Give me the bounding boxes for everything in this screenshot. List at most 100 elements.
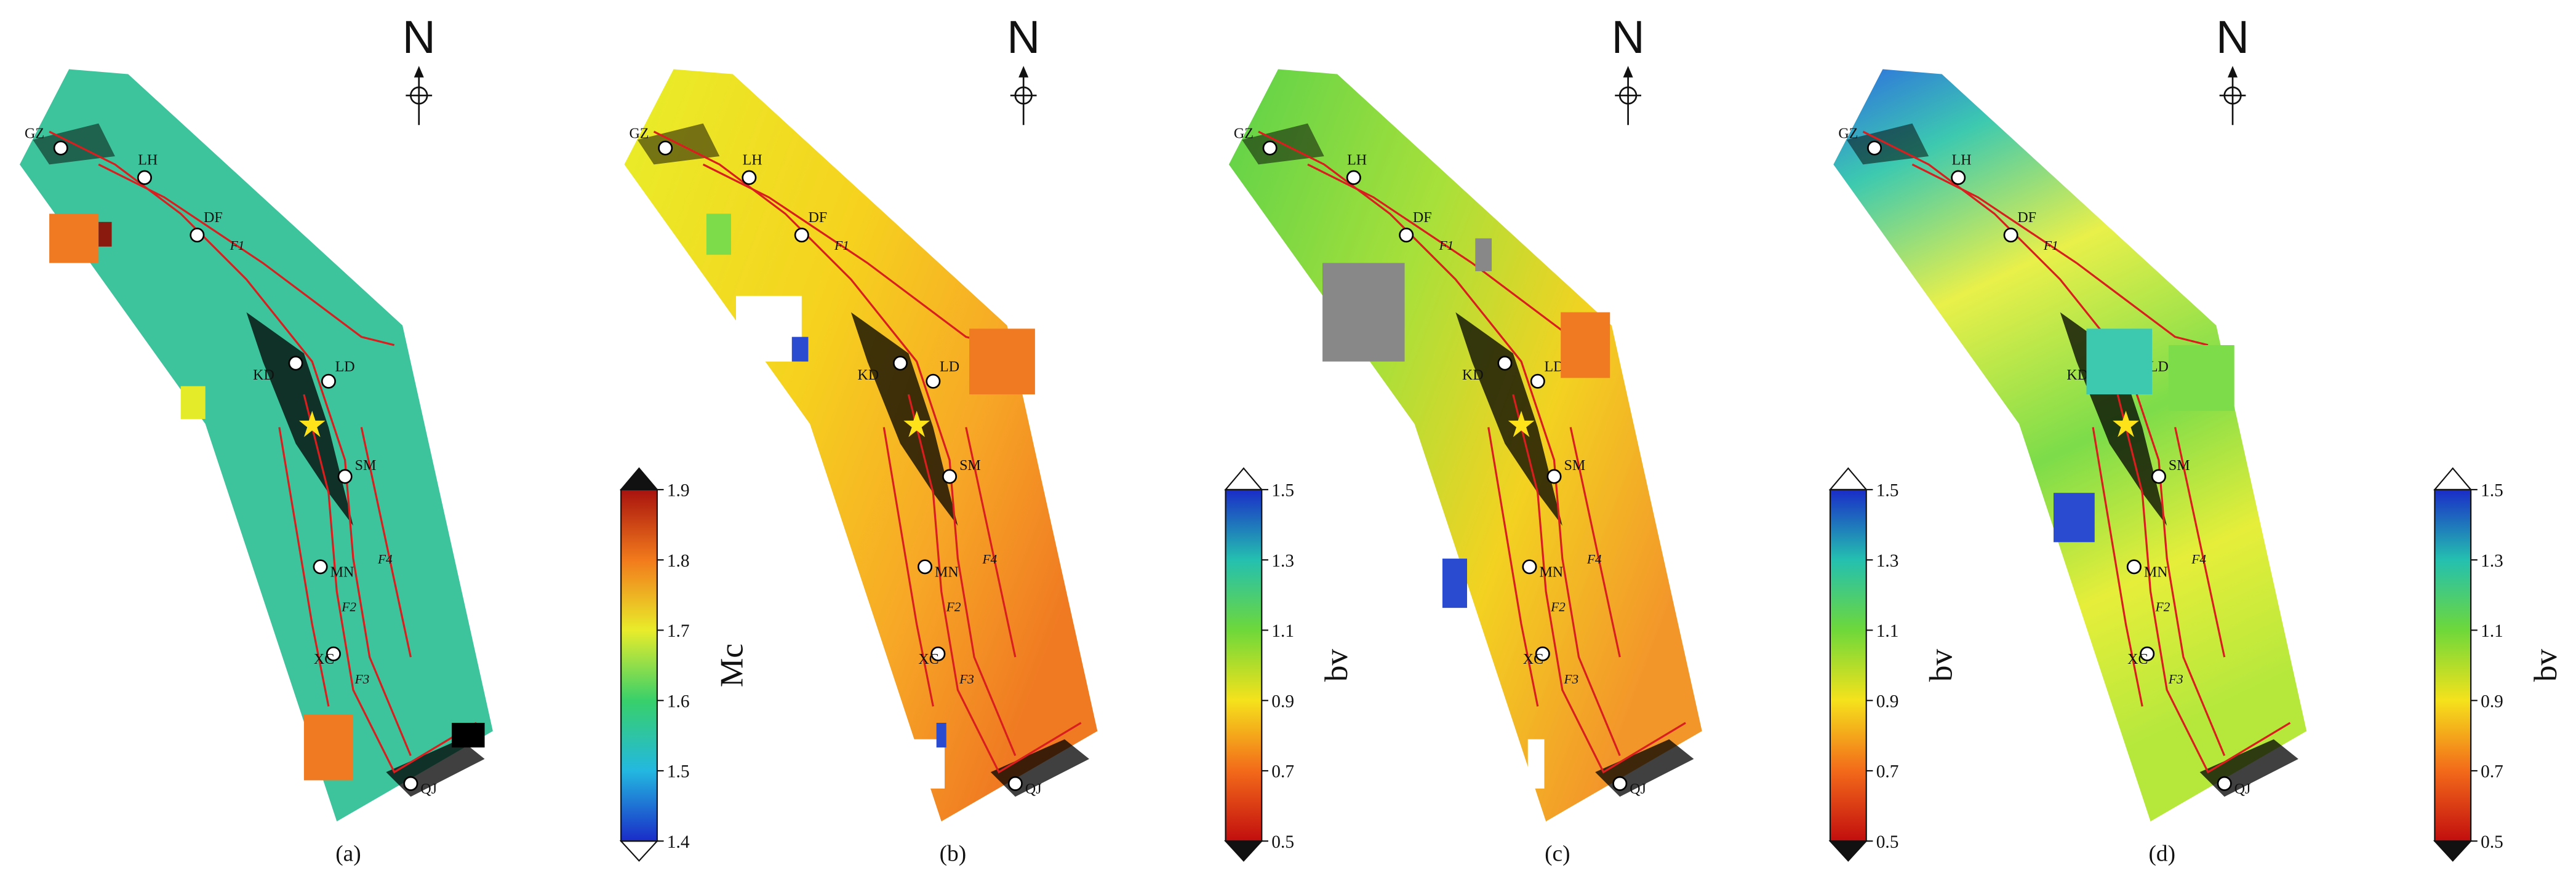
north-label: N <box>2216 11 2249 63</box>
station-label: GZ <box>25 126 44 142</box>
station-label: XC <box>1523 651 1543 667</box>
colorbar-tick-label: 0.9 <box>2481 691 2503 711</box>
colorbar-end <box>1224 840 1263 862</box>
colorbar <box>2434 488 2472 842</box>
station-label: SM <box>1564 458 1586 474</box>
grid-cell <box>2168 344 2234 411</box>
colorbar-end <box>1828 840 1868 862</box>
map-area <box>1228 69 1702 822</box>
fault-label: F2 <box>1550 599 1566 614</box>
epicenter-star <box>1508 410 1535 437</box>
colorbar-end <box>2433 467 2473 490</box>
epicenter-star <box>903 410 930 437</box>
colorbar-end <box>619 467 659 490</box>
map-panel: GZ LH DF KD LD SM MN XC QJ F1 F2 F3 F4 N (c) 1.5 1.3 1.1 0… <box>1228 11 1959 866</box>
grid-cell <box>1527 739 1545 789</box>
fault-label: F3 <box>959 672 974 687</box>
station-label: DF <box>2017 210 2036 226</box>
colorbar-tick-label: 0.5 <box>1271 832 1294 852</box>
station-label: XC <box>918 651 938 667</box>
station-marker <box>2126 559 2142 575</box>
colorbar-tick-label: 1.4 <box>667 832 690 852</box>
station-label: XC <box>2127 651 2148 667</box>
colorbar-tick-label: 0.5 <box>1876 832 1899 852</box>
grid-cell <box>49 213 99 263</box>
colorbar-tick-label: 0.9 <box>1271 691 1294 711</box>
colorbar-title: bv <box>2527 649 2564 682</box>
grid-cell <box>791 336 809 362</box>
colorbar-tick-label: 1.7 <box>667 621 690 641</box>
colorbar-title: Mc <box>713 643 750 687</box>
colorbar-end <box>1224 467 1263 490</box>
fault-label: F3 <box>2168 672 2183 687</box>
station-marker <box>794 228 809 243</box>
station-marker <box>326 646 341 661</box>
map-panel: GZ LH DF KD LD SM MN XC QJ F1 F2 F3 F4 N (b) 1.5 1.3 1.1 0… <box>624 11 1354 866</box>
station-marker <box>1546 469 1562 484</box>
fault-line <box>49 130 412 757</box>
station-label: DF <box>204 210 223 226</box>
map-patches <box>2054 329 2234 543</box>
seismic-cluster <box>246 312 353 526</box>
map-area <box>1833 69 2307 822</box>
station-label: KD <box>2066 367 2088 383</box>
station-marker <box>742 170 757 185</box>
station-label: SM <box>355 458 377 474</box>
north-label: N <box>1612 11 1645 63</box>
station-marker <box>137 170 152 185</box>
seismic-cluster <box>850 312 958 526</box>
station-marker <box>2151 469 2166 484</box>
station-label: QJ <box>1630 781 1646 797</box>
station-label: MN <box>1539 564 1563 580</box>
colorbar-tick-label: 0.5 <box>2481 832 2503 852</box>
colorbar <box>1225 488 1263 842</box>
fault-label: F1 <box>1439 238 1454 253</box>
fault-line <box>965 427 1017 658</box>
fault-line <box>1911 163 2209 346</box>
station-marker <box>1346 170 1361 185</box>
station-label: LH <box>138 152 158 168</box>
station-label: KD <box>858 367 879 383</box>
north-arrowhead <box>1018 66 1029 78</box>
station-label: SM <box>959 458 981 474</box>
station-label: GZ <box>629 126 649 142</box>
station-marker <box>403 776 418 791</box>
colorbar-tick-label: 1.1 <box>1876 621 1899 641</box>
map-patches <box>706 213 1035 789</box>
fault-label: F4 <box>2191 552 2206 567</box>
colorbar-tick-label: 1.5 <box>667 762 690 782</box>
colorbar <box>620 488 658 842</box>
grid-cell <box>1561 312 1610 378</box>
north-arrowhead <box>414 66 424 78</box>
station-label: LD <box>940 359 959 375</box>
colorbar-tick-label: 0.7 <box>1271 762 1294 782</box>
station-label: MN <box>330 564 354 580</box>
panel-label: (a) <box>335 841 361 866</box>
fault-label: F1 <box>230 238 245 253</box>
colorbar-title: bv <box>1922 649 1959 682</box>
station-marker <box>2217 776 2232 791</box>
grid-cell <box>936 723 946 748</box>
grid-cell <box>2086 329 2153 395</box>
station-marker <box>321 373 336 389</box>
station-marker <box>1612 776 1628 791</box>
station-label: LH <box>743 152 762 168</box>
fault-line <box>907 394 1082 774</box>
colorbar-title: bv <box>1318 649 1354 682</box>
panel-label: (b) <box>940 841 967 866</box>
fault-line <box>1487 427 1539 707</box>
fault-line <box>653 130 1017 757</box>
panel-label: (c) <box>1545 841 1570 866</box>
station-label: LH <box>1347 152 1367 168</box>
epicenter-star <box>298 410 326 437</box>
fault-label: F2 <box>946 599 961 614</box>
fault-line <box>360 427 412 658</box>
fault-label: F2 <box>341 599 356 614</box>
fault-label: F4 <box>377 552 393 567</box>
colorbar-tick-label: 1.3 <box>1876 551 1899 571</box>
colorbar-tick-label: 1.1 <box>2481 621 2503 641</box>
station-label: QJ <box>1025 781 1042 797</box>
fault-line <box>1512 394 1686 774</box>
colorbar-tick-label: 0.7 <box>1876 762 1899 782</box>
